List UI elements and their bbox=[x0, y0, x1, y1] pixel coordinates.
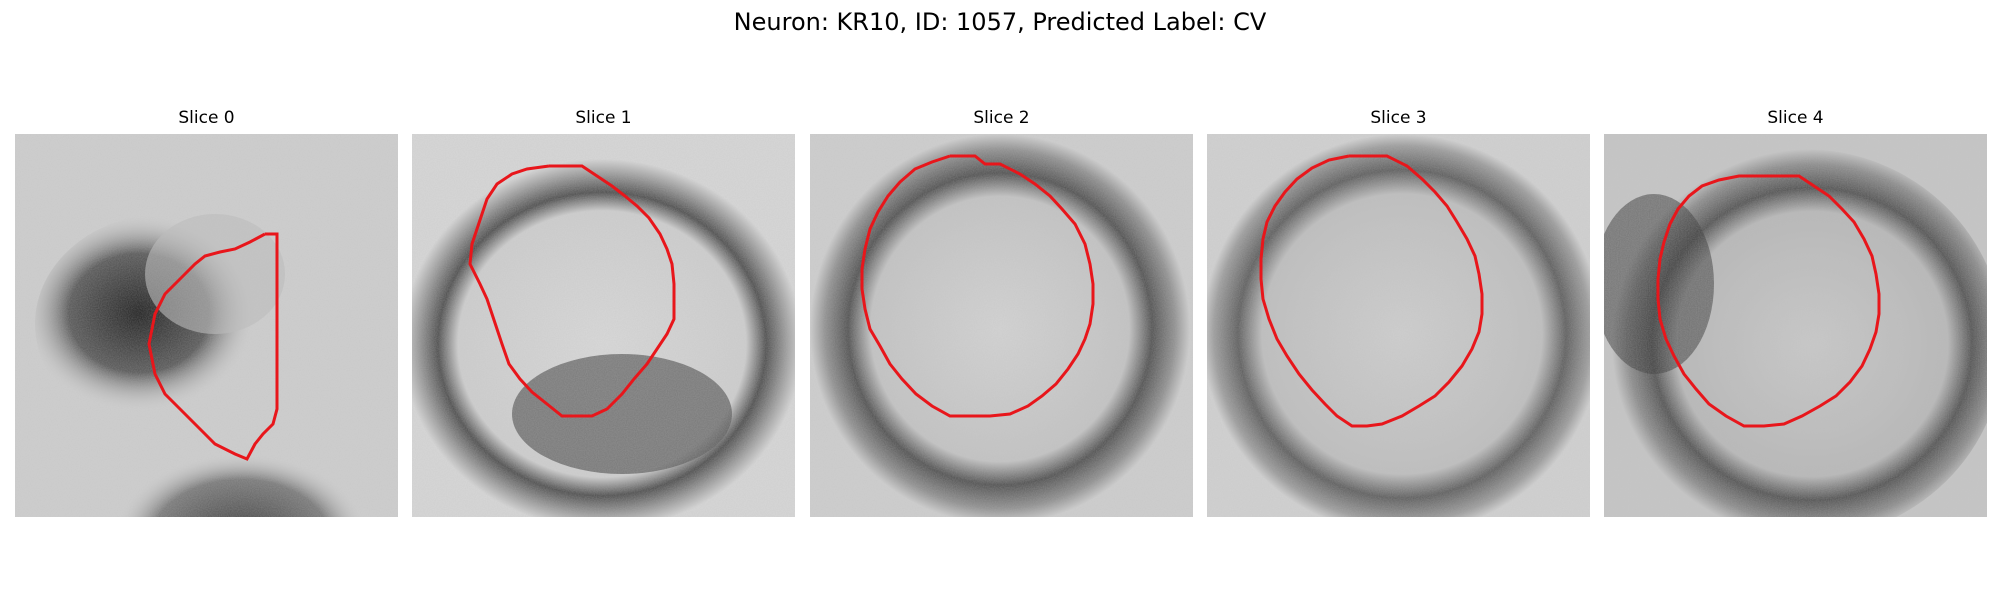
slice-title-2: Slice 2 bbox=[973, 108, 1030, 128]
contour-0 bbox=[147, 232, 279, 461]
slice-panel-0: Slice 0 bbox=[15, 106, 398, 517]
slice-panel-1: Slice 1 bbox=[412, 106, 795, 517]
slice-image-4 bbox=[1604, 134, 1987, 517]
slice-panel-4: Slice 4 bbox=[1604, 106, 1987, 517]
slice-image-3 bbox=[1207, 134, 1590, 517]
slice-image-1 bbox=[412, 134, 795, 517]
slice-title-1: Slice 1 bbox=[575, 108, 632, 128]
slice-title-0: Slice 0 bbox=[178, 108, 235, 128]
slice-panel-2: Slice 2 bbox=[810, 106, 1193, 517]
slice-image-0 bbox=[15, 134, 398, 517]
slice-title-4: Slice 4 bbox=[1767, 108, 1824, 128]
contour-4 bbox=[1656, 174, 1881, 428]
contour-1 bbox=[468, 164, 676, 418]
slice-image-2 bbox=[810, 134, 1193, 517]
contour-3 bbox=[1259, 154, 1484, 428]
slice-panel-3: Slice 3 bbox=[1207, 106, 1590, 517]
figure-title: Neuron: KR10, ID: 1057, Predicted Label:… bbox=[733, 8, 1267, 36]
contour-2 bbox=[860, 154, 1095, 418]
slice-title-3: Slice 3 bbox=[1370, 108, 1427, 128]
